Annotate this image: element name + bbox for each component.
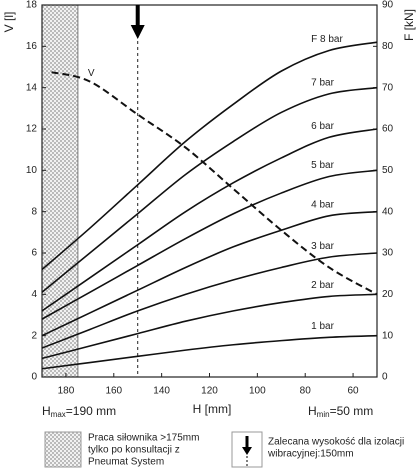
y-tick-label: 2 (31, 330, 37, 341)
y-tick-label: 10 (26, 165, 38, 176)
series-label: 3 bar (311, 241, 334, 252)
y2-tick-label: 30 (382, 248, 394, 259)
y2-tick-label: 60 (382, 124, 394, 135)
sub: min (317, 410, 330, 419)
sub: max (51, 410, 66, 419)
series-line (41, 334, 378, 370)
series-label: 2 bar (311, 280, 334, 291)
series-label: F 8 bar (311, 34, 343, 45)
plot-frame (41, 4, 378, 378)
y2-tick-label: 90 (382, 0, 394, 11)
legend-text: tylko po konsultacji z (88, 445, 180, 456)
y-tick-label: 18 (26, 0, 38, 11)
y-tick-label: 8 (31, 206, 37, 217)
series-label: 6 bar (311, 121, 334, 132)
y2-tick-label: 20 (382, 289, 394, 300)
x-tick-label: 80 (300, 386, 312, 397)
series-label: V (88, 68, 95, 79)
y2-tick-label: 70 (382, 82, 394, 93)
legend-hatch-box (44, 431, 82, 468)
x-tick-label: 120 (201, 386, 218, 397)
legend-text: Pneumat System (88, 457, 164, 468)
y-tick-label: 16 (26, 41, 38, 52)
y-axis-label: V [l] (2, 12, 16, 33)
y-tick-label: 0 (31, 372, 37, 383)
series-line (41, 252, 378, 349)
h: H (42, 404, 51, 418)
rest: =50 mm (330, 404, 374, 418)
legend-text: Praca siłownika >175mm (88, 433, 199, 444)
h-limit-label: Hmax=190 mm (42, 404, 116, 419)
x-axis-label: H [mm] (193, 402, 232, 416)
series-label: 4 bar (311, 199, 334, 210)
x-tick-label: 100 (249, 386, 266, 397)
h-limit-label: Hmin=50 mm (308, 404, 373, 419)
series-label: 5 bar (311, 160, 334, 171)
y2-axis-label: F [kN] (402, 9, 416, 41)
x-tick-label: 60 (348, 386, 360, 397)
y2-tick-label: 80 (382, 41, 394, 52)
y-tick-label: 12 (26, 124, 38, 135)
x-tick-label: 140 (153, 386, 170, 397)
y2-tick-label: 40 (382, 206, 394, 217)
legend-arrow-head (242, 447, 252, 455)
series-line (41, 293, 378, 360)
h: H (308, 404, 317, 418)
y-tick-label: 14 (26, 82, 38, 93)
y2-tick-label: 50 (382, 165, 394, 176)
rest: =190 mm (66, 404, 116, 418)
series-line (41, 169, 378, 320)
legend-text: Zalecana wysokość dla izolacji (268, 437, 404, 448)
x-tick-label: 180 (58, 386, 75, 397)
series-line (41, 86, 378, 293)
y-tick-label: 6 (31, 248, 37, 259)
series-label: 1 bar (311, 321, 334, 332)
y2-tick-label: 0 (382, 372, 388, 383)
series-label: 7 bar (311, 78, 334, 89)
y-tick-label: 4 (31, 289, 37, 300)
x-tick-label: 160 (105, 386, 122, 397)
series-line (41, 128, 378, 312)
y2-tick-label: 10 (382, 330, 394, 341)
series-line (41, 210, 378, 337)
series-line (51, 71, 378, 296)
series-line (41, 41, 378, 271)
legend-text: wibracyjnej:150mm (267, 449, 354, 460)
arrow-head (130, 25, 145, 39)
